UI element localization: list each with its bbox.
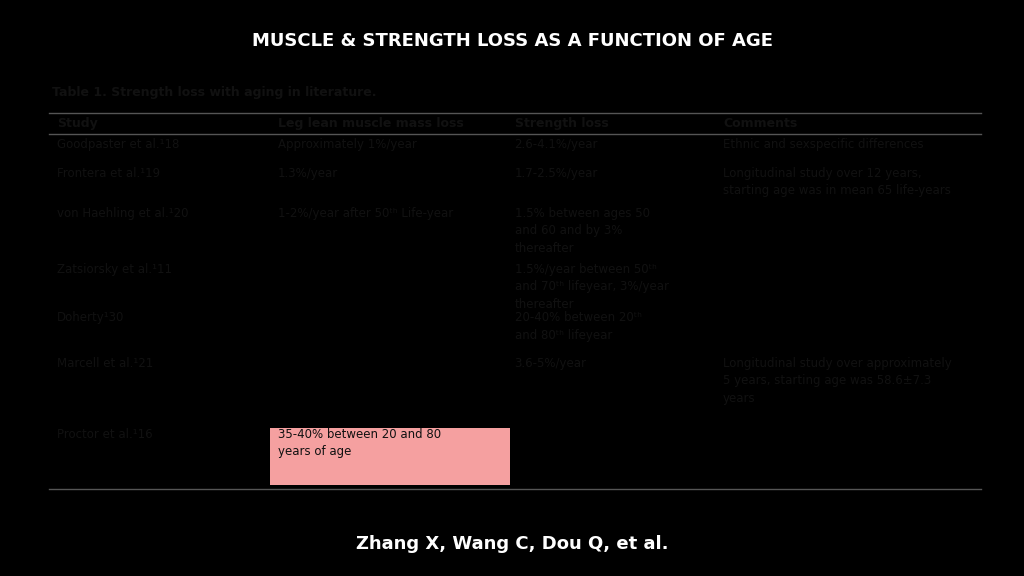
Text: Longitudinal study over 12 years,
starting age was in mean 65 life-years: Longitudinal study over 12 years, starti… [723,166,951,197]
Text: 1.3%/year: 1.3%/year [278,166,338,180]
Text: 35-40% between 20 and 80
years of age: 35-40% between 20 and 80 years of age [278,428,441,458]
Text: 20-40% between 20ᵗʰ
and 80ᵗʰ lifeyear: 20-40% between 20ᵗʰ and 80ᵗʰ lifeyear [514,311,642,342]
Text: Marcell et al.¹21: Marcell et al.¹21 [57,357,154,370]
Text: Approximately 1%/year: Approximately 1%/year [278,138,417,151]
Text: Study: Study [57,117,98,130]
Text: 1.5%/year between 50ᵗʰ
and 70ᵗʰ lifeyear, 3%/year
thereafter: 1.5%/year between 50ᵗʰ and 70ᵗʰ lifeyear… [514,263,669,311]
Text: 2.6-4.1%/year: 2.6-4.1%/year [514,138,598,151]
Text: Zatsiorsky et al.¹11: Zatsiorsky et al.¹11 [57,263,172,276]
Text: von Haehling et al.¹20: von Haehling et al.¹20 [57,207,188,220]
Text: Goodpaster et al.¹18: Goodpaster et al.¹18 [57,138,179,151]
Text: MUSCLE & STRENGTH LOSS AS A FUNCTION OF AGE: MUSCLE & STRENGTH LOSS AS A FUNCTION OF … [252,32,772,50]
Text: 1-2%/year after 50ᵗʰ Life-year: 1-2%/year after 50ᵗʰ Life-year [278,207,453,220]
Text: Proctor et al.¹16: Proctor et al.¹16 [57,428,153,441]
Text: Zhang X, Wang C, Dou Q, et al.: Zhang X, Wang C, Dou Q, et al. [355,535,669,554]
Text: 1.7-2.5%/year: 1.7-2.5%/year [514,166,598,180]
Text: 3.6-5%/year: 3.6-5%/year [514,357,587,370]
Text: Longitudinal study over approximately
5 years, starting age was 58.6±7.3
years: Longitudinal study over approximately 5 … [723,357,951,404]
Text: Strength loss: Strength loss [514,117,608,130]
Text: Ethnic and sexspecific differences: Ethnic and sexspecific differences [723,138,924,151]
Text: Comments: Comments [723,117,798,130]
Text: Table 1. Strength loss with aging in literature.: Table 1. Strength loss with aging in lit… [52,86,377,99]
Text: Frontera et al.¹19: Frontera et al.¹19 [57,166,160,180]
Text: Doherty¹30: Doherty¹30 [57,311,125,324]
Text: Leg lean muscle mass loss: Leg lean muscle mass loss [278,117,464,130]
Text: 1.5% between ages 50
and 60 and by 3%
thereafter: 1.5% between ages 50 and 60 and by 3% th… [514,207,649,255]
FancyBboxPatch shape [270,428,510,485]
